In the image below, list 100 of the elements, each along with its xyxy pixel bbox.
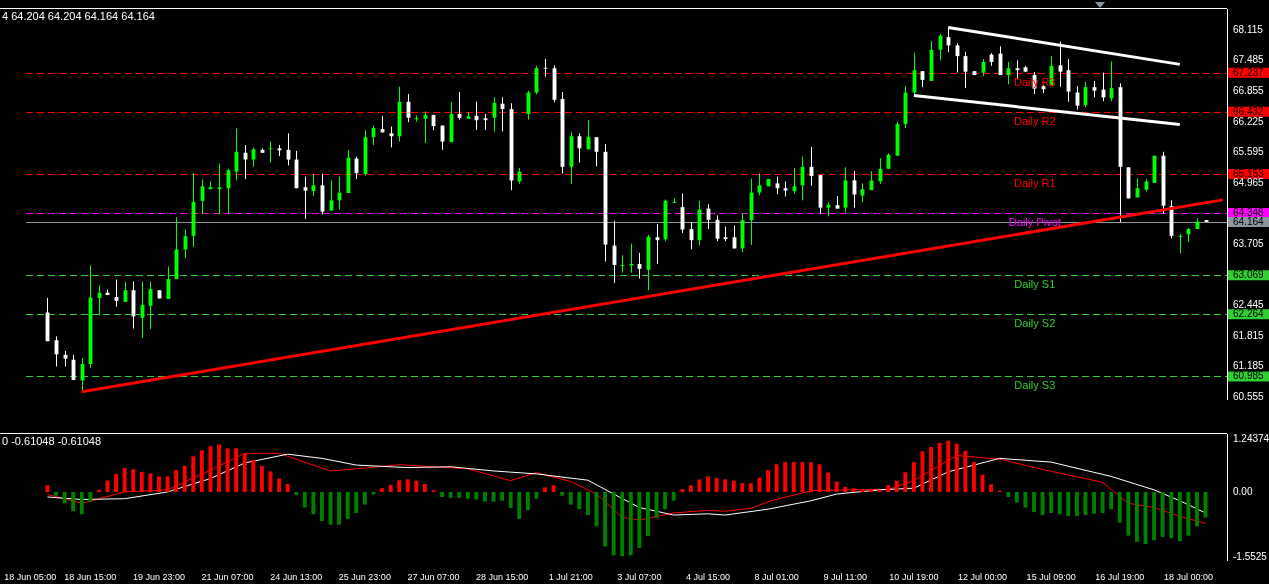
bar (1032, 491, 1036, 513)
y-tick-label: 62.445 (1233, 299, 1265, 311)
ref-line-label: Daily S1 (1014, 278, 1056, 291)
bar (903, 472, 908, 492)
bar (122, 468, 127, 492)
bar (577, 491, 582, 510)
y-tick-label: 64.164 (1233, 215, 1265, 227)
bar (534, 491, 539, 499)
bar (843, 486, 848, 492)
bar (1117, 491, 1122, 523)
bar (671, 491, 676, 501)
x-tick-label: 10 Jul 19:00 (889, 571, 939, 582)
x-tick-label: 8 Jul 01:00 (754, 571, 799, 582)
bar (71, 491, 76, 512)
y-tick-label: 61.185 (1233, 360, 1265, 372)
bar (646, 491, 650, 537)
bar (1023, 491, 1028, 508)
bar (345, 491, 350, 519)
bar (148, 473, 153, 492)
bar (800, 462, 805, 492)
bar (1152, 491, 1157, 541)
x-tick-label: 9 Jul 11:00 (823, 571, 867, 582)
bar (1006, 491, 1011, 497)
bar (131, 469, 136, 492)
x-tick-label: 4 Jul 15:00 (685, 571, 731, 582)
bar (543, 487, 547, 492)
x-tick-label: 28 Jun 15:00 (476, 571, 529, 582)
bar (277, 478, 281, 492)
bar (62, 491, 67, 504)
y-tick-label: 66.855 (1233, 85, 1265, 97)
y-tick-label: 60.555 (1233, 391, 1265, 403)
bar (294, 491, 299, 495)
bar (380, 488, 384, 492)
x-tick-label: 1 Jul 21:00 (548, 571, 593, 582)
bar (362, 491, 367, 505)
bar (320, 491, 324, 521)
x-tick-label: 21 Jun 07:00 (201, 571, 254, 582)
bar (1109, 491, 1114, 510)
y-tick-label: 61.815 (1233, 329, 1265, 341)
bar (474, 491, 479, 500)
y-tick-label: 68.115 (1233, 23, 1264, 35)
bar (611, 491, 616, 556)
y-tick-label: 64.348 (1233, 206, 1265, 218)
bar (465, 491, 470, 499)
bar (114, 473, 119, 492)
bar (1057, 491, 1062, 514)
bar (851, 488, 856, 492)
y-tick-label: 1.24374 (1233, 433, 1269, 445)
bar (483, 491, 487, 502)
bar (354, 491, 359, 513)
bar (560, 491, 565, 496)
bar (440, 491, 444, 497)
bar (748, 483, 753, 492)
bar (680, 489, 685, 492)
ref-line-label: Daily S3 (1014, 379, 1056, 392)
ref-line-label: Daily R1 (1014, 177, 1056, 190)
bar (1177, 491, 1182, 542)
bar (972, 462, 976, 492)
bar (302, 491, 307, 508)
bar (88, 491, 93, 502)
bar (508, 491, 513, 508)
bar (139, 471, 144, 492)
annotation: 4 64.204 64.204 64.164 64.164 (2, 10, 155, 23)
bar (637, 491, 642, 548)
y-tick-label: 66.432 (1233, 105, 1265, 117)
x-tick-label: 16 Jul 19:00 (1095, 571, 1145, 582)
x-tick-label: 18 Jul 00:00 (1163, 571, 1213, 582)
bar (731, 480, 736, 492)
bar (834, 481, 839, 492)
bar (886, 485, 891, 492)
ref-line-label: Daily R2 (1014, 114, 1056, 127)
bar (551, 485, 556, 492)
y-tick-label: 63.069 (1233, 268, 1265, 280)
bar (414, 480, 419, 492)
bar (766, 470, 770, 492)
bar (688, 485, 693, 492)
y-tick-label: 67.237 (1233, 66, 1265, 78)
bar (54, 491, 58, 496)
y-tick-label: 62.264 (1233, 308, 1265, 320)
y-tick-label: -1.5525 (1233, 550, 1268, 562)
bar (1074, 491, 1079, 516)
bar (697, 479, 702, 492)
bar (405, 479, 410, 492)
x-tick-label: 27 Jun 07:00 (407, 571, 460, 582)
bar (388, 484, 393, 492)
bar (628, 491, 633, 556)
bar (1092, 491, 1096, 514)
bar (448, 491, 453, 498)
bar (285, 483, 290, 492)
bar (397, 480, 402, 492)
ref-line-label: Daily S2 (1014, 317, 1056, 330)
bar (869, 489, 873, 492)
y-tick-label: 65.595 (1233, 146, 1265, 158)
x-tick-label: 24 Jun 13:00 (270, 571, 323, 582)
x-tick-label: 12 Jul 00:00 (957, 571, 1008, 582)
bar (663, 491, 668, 510)
bar (568, 491, 573, 505)
y-tick-label: 67.485 (1233, 54, 1265, 66)
bar (860, 489, 865, 492)
bar (894, 480, 899, 492)
